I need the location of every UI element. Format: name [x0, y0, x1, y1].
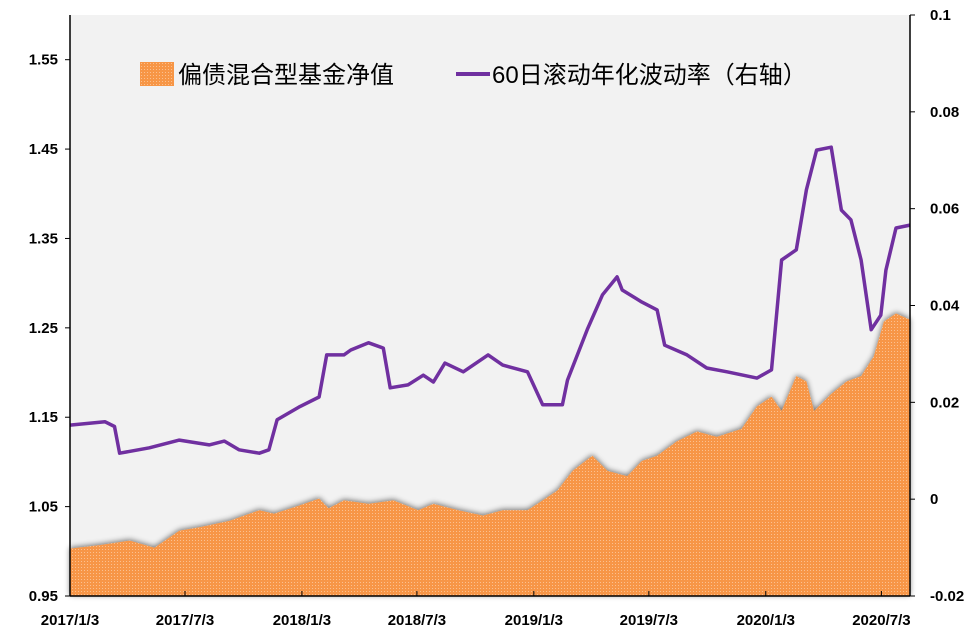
y-tick-label: 1.25: [29, 320, 58, 337]
x-tick-label: 2020/1/3: [737, 612, 795, 629]
y-tick-label: 1.45: [29, 141, 58, 158]
legend: 偏债混合型基金净值 60日滚动年化波动率（右轴）: [140, 62, 807, 89]
y2-tick-label: 0.04: [930, 298, 960, 315]
volatility-line-layer: [69, 145, 911, 455]
y2-tick-label: 0: [930, 491, 938, 508]
axes: 0.95 1.05 1.15 1.25 1.35 1.45 1.55 -0.02 0 0.02 0.…: [29, 7, 964, 629]
x-tick-label: 2019/1/3: [505, 612, 563, 629]
x-tick-label: 2019/7/3: [620, 612, 678, 629]
x-tick-label: 2020/7/3: [852, 612, 910, 629]
volatility-line: [69, 145, 911, 455]
y2-tick-label: -0.02: [930, 588, 964, 605]
nav-area: [70, 313, 910, 596]
y2-tick-label: 0.06: [930, 201, 959, 218]
legend-label-volatility: 60日滚动年化波动率（右轴）: [492, 62, 807, 89]
y2-tick-label: 0.1: [930, 7, 951, 24]
y-tick-label: 1.55: [29, 52, 58, 69]
y-tick-label: 1.35: [29, 230, 58, 247]
y2-tick-label: 0.08: [930, 104, 959, 121]
y-tick-label: 1.15: [29, 409, 58, 426]
y-tick-label: 0.95: [29, 588, 58, 605]
x-tick-label: 2017/7/3: [156, 612, 214, 629]
legend-swatch-nav: [140, 62, 174, 86]
legend-label-nav: 偏债混合型基金净值: [178, 62, 394, 89]
nav-area-layer: [70, 313, 910, 596]
y-tick-label: 1.05: [29, 499, 58, 516]
y2-tick-label: 0.02: [930, 394, 959, 411]
x-tick-label: 2018/1/3: [273, 612, 331, 629]
x-tick-label: 2018/7/3: [388, 612, 446, 629]
x-tick-label: 2017/1/3: [41, 612, 99, 629]
